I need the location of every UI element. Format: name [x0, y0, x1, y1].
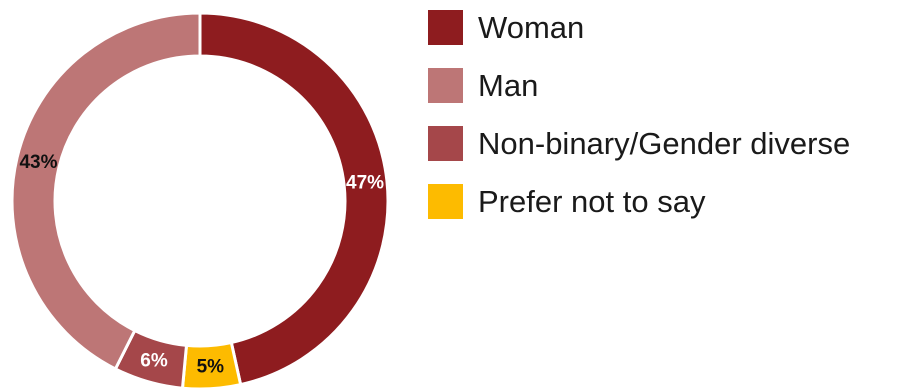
slice-man	[10, 11, 202, 371]
legend-label-prefer-not-to-say: Prefer not to say	[478, 183, 706, 219]
legend-item-prefer-not-to-say: Prefer not to say	[428, 184, 850, 219]
legend-label-man: Man	[478, 67, 539, 103]
legend-item-non-binary: Non-binary/Gender diverse	[428, 126, 850, 161]
data-label-non-binary: 6%	[140, 351, 168, 372]
legend-swatch-non-binary	[428, 126, 463, 161]
legend-swatch-prefer-not-to-say	[428, 184, 463, 219]
slice-woman	[198, 11, 390, 387]
legend-item-woman: Woman	[428, 10, 850, 45]
legend-item-man: Man	[428, 68, 850, 103]
data-label-woman: 47%	[346, 172, 384, 193]
data-label-prefer-not-to-say: 5%	[197, 357, 225, 378]
legend-label-non-binary: Non-binary/Gender diverse	[478, 125, 851, 161]
legend-swatch-man	[428, 68, 463, 103]
data-label-man: 43%	[19, 152, 57, 173]
legend: Woman Man Non-binary/Gender diverse Pref…	[428, 10, 850, 242]
legend-label-woman: Woman	[478, 9, 585, 45]
legend-swatch-woman	[428, 10, 463, 45]
